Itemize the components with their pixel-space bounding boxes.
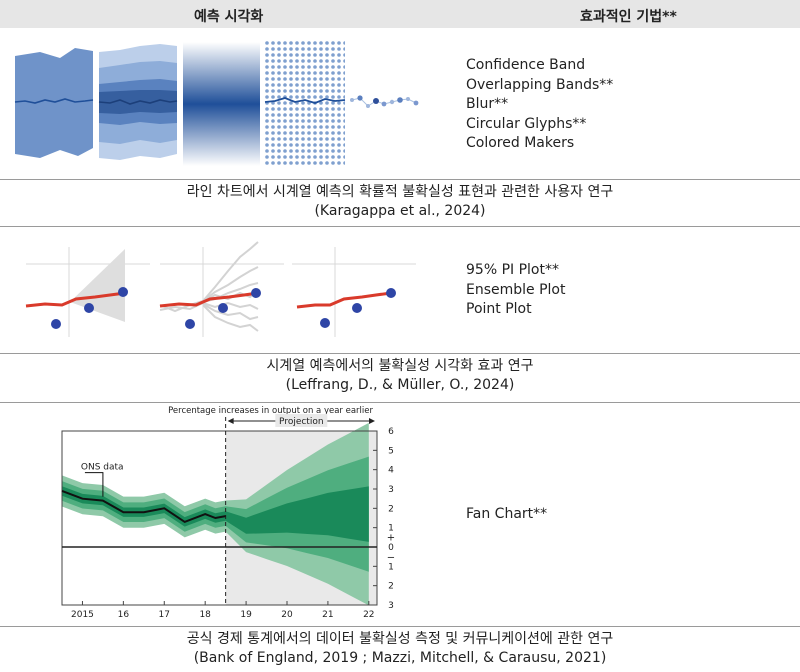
- row1-visualizations: [14, 40, 419, 166]
- row3-caption-citation: (Bank of England, 2019 ; Mazzi, Mitchell…: [193, 650, 607, 666]
- y-tick-label: 1: [388, 524, 394, 534]
- row1-caption: 라인 차트에서 시계열 예측의 확률적 불확실성 표현과 관련한 사용자 연구 …: [0, 183, 800, 221]
- technique-overlapping-bands: Overlapping Bands**: [466, 76, 614, 93]
- table-header: [0, 0, 800, 28]
- technique-blur: Blur**: [466, 96, 509, 112]
- x-tick-label: 18: [199, 610, 211, 620]
- row3-techniques-list: Fan Chart**: [466, 505, 547, 525]
- divider: [0, 179, 800, 180]
- y-zero-label: 0: [388, 543, 394, 553]
- fan-band-inner: [62, 486, 369, 542]
- row3-caption-title: 공식 경제 통계에서의 데이터 불확실성 측정 및 커뮤니케이션에 관한 연구: [186, 631, 614, 647]
- divider: [0, 226, 800, 227]
- y-plus-sign: +: [387, 532, 395, 543]
- x-tick-label: 22: [363, 610, 374, 620]
- x-tick-label: 19: [240, 610, 252, 620]
- x-tick-label: 2015: [71, 610, 94, 620]
- y-tick-label: 3: [388, 601, 394, 611]
- row2-caption-title: 시계열 예측에서의 불확실성 시각화 효과 연구: [266, 358, 534, 374]
- blur-thumbnail: [183, 42, 260, 166]
- row3-caption: 공식 경제 통계에서의 데이터 불확실성 측정 및 커뮤니케이션에 관한 연구 …: [0, 630, 800, 668]
- point-plot-thumbnail: [292, 247, 416, 337]
- confidence-band-thumbnail: [14, 48, 94, 158]
- colored-makers-thumbnail: [350, 95, 419, 108]
- row1-techniques-list: Confidence Band Overlapping Bands** Blur…: [466, 56, 613, 154]
- row2-caption-citation: (Leffrang, D., & Müller, O., 2024): [285, 377, 515, 393]
- overlapping-bands-thumbnail: [98, 44, 178, 160]
- technique-circular-glyphs: Circular Glyphs**: [466, 115, 587, 132]
- row2-visualizations: [25, 241, 416, 337]
- technique-confidence-band: Confidence Band: [466, 57, 586, 73]
- divider: [0, 626, 800, 627]
- y-tick-label: 4: [388, 466, 394, 476]
- row1-caption-title: 라인 차트에서 시계열 예측의 확률적 불확실성 표현과 관련한 사용자 연구: [186, 184, 614, 200]
- technique-colored-makers: Colored Makers: [466, 135, 575, 151]
- y-axis: 6 5 4 3 2 1 1 2 3 +0−: [373, 427, 395, 611]
- x-tick-label: 20: [281, 610, 293, 620]
- projection-arrow-left-head: [227, 418, 234, 424]
- divider: [0, 402, 800, 403]
- projection-arrow-right-head: [369, 418, 375, 424]
- series-line-ons-data: [61, 489, 226, 524]
- x-axis: 2015 16 17 18 19 20 21 22: [71, 601, 375, 620]
- y-tick-label: 2: [388, 504, 394, 514]
- ons-data-label: ONS data: [81, 463, 124, 473]
- ensemble-plot-thumbnail: [159, 241, 284, 337]
- fan-chart: ONS data Percentage increases in output …: [61, 406, 395, 620]
- row2-caption: 시계열 예측에서의 불확실성 시각화 효과 연구 (Leffrang, D., …: [0, 357, 800, 395]
- pi-plot-thumbnail: [25, 247, 150, 337]
- circular-glyphs-thumbnail: [264, 40, 346, 166]
- header-techniques-title: 효과적인 기법**: [580, 9, 677, 25]
- y-tick-label: 6: [388, 427, 394, 437]
- y-tick-label: 1: [388, 562, 394, 572]
- row2-techniques-list: 95% PI Plot** Ensemble Plot Point Plot: [466, 261, 566, 320]
- projection-label-bg: [275, 414, 328, 427]
- technique-ensemble-plot: Ensemble Plot: [466, 281, 566, 298]
- y-tick-label: 5: [388, 446, 394, 456]
- x-tick-label: 21: [322, 610, 333, 620]
- projection-label: Projection: [279, 417, 324, 427]
- technique-pi-plot: 95% PI Plot**: [466, 262, 559, 278]
- y-tick-label: 3: [388, 485, 394, 495]
- x-tick-label: 17: [159, 610, 170, 620]
- ons-data-pointer: [84, 472, 104, 497]
- fan-chart-top-label: Percentage increases in output on a year…: [168, 406, 373, 416]
- header-visualization-title: 예측 시각화: [194, 9, 264, 25]
- row1-caption-citation: (Karagappa et al., 2024): [314, 203, 486, 219]
- technique-fan-chart: Fan Chart**: [466, 506, 548, 522]
- divider: [0, 353, 800, 354]
- technique-point-plot: Point Plot: [466, 301, 532, 317]
- plot-frame: [61, 430, 378, 606]
- x-tick-label: 16: [118, 610, 130, 620]
- y-minus-sign: −: [387, 553, 395, 564]
- y-tick-label: 2: [388, 582, 394, 592]
